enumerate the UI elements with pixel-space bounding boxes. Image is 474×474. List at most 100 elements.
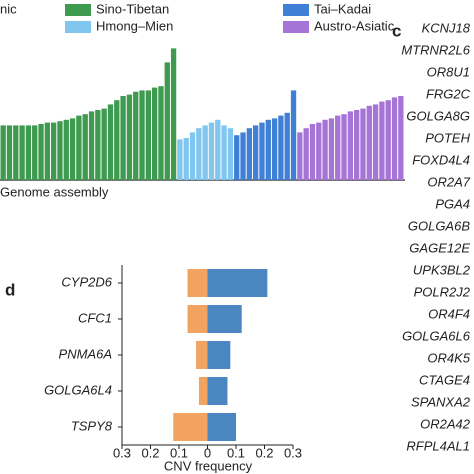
- bar: [139, 90, 145, 180]
- legend-swatch: [65, 4, 91, 16]
- bar: [297, 132, 303, 180]
- x-tick-label: 0.3: [113, 445, 131, 460]
- bar: [234, 135, 240, 180]
- gene-name: PGA4: [435, 196, 470, 211]
- legend-swatch: [283, 21, 309, 33]
- bar: [189, 132, 196, 180]
- gene-name: RFPL4AL1: [406, 438, 470, 453]
- bar: [198, 377, 208, 405]
- bar: [173, 413, 208, 441]
- bar: [101, 108, 107, 180]
- gene-name: POLR2J2: [414, 284, 471, 299]
- x-axis-label: CNV frequency: [164, 458, 253, 473]
- bar: [366, 105, 372, 180]
- gene-name: OR4K5: [427, 350, 470, 365]
- gene-name: GOLGA6B: [408, 218, 470, 233]
- panel-label: c: [392, 21, 401, 40]
- gene-name: FRG2C: [426, 86, 471, 101]
- bar: [284, 112, 290, 180]
- bar: [196, 341, 208, 369]
- x-tick-label: 0: [204, 445, 211, 460]
- bar: [32, 125, 38, 180]
- category-label: GOLGA6L4: [44, 382, 112, 397]
- legend-label: Sino-Tibetan: [96, 1, 169, 16]
- gene-name: KCNJ18: [422, 20, 471, 35]
- gene-name: OR2A7: [427, 174, 470, 189]
- bar: [196, 128, 202, 180]
- bar: [88, 111, 95, 180]
- gene-name: UPK3BL2: [413, 262, 471, 277]
- bar: [126, 94, 133, 180]
- bar: [259, 122, 265, 180]
- bar: [13, 125, 19, 180]
- legend-label: Tai–Kadai: [314, 1, 371, 16]
- gene-name: SPANXA2: [411, 394, 471, 409]
- bar: [354, 110, 360, 180]
- x-axis-label: Genome assembly: [0, 184, 109, 199]
- gene-name: FOXD4L4: [412, 152, 470, 167]
- bar: [114, 100, 120, 180]
- category-label: CYP2D6: [61, 274, 112, 289]
- legend-swatch: [65, 21, 91, 33]
- bar: [0, 125, 6, 180]
- bar: [107, 104, 114, 180]
- bar: [341, 114, 347, 180]
- bar: [246, 128, 252, 180]
- bar: [38, 124, 44, 180]
- bar: [221, 125, 227, 180]
- category-label: TSPY8: [71, 418, 113, 433]
- bar: [170, 48, 177, 181]
- bar: [145, 90, 151, 180]
- bar: [316, 122, 322, 180]
- x-tick-label: 0.3: [284, 445, 302, 460]
- bar: [271, 118, 278, 180]
- legend-partial: nic: [0, 1, 17, 16]
- bar: [120, 96, 126, 180]
- bar: [207, 413, 236, 441]
- bar: [240, 132, 246, 180]
- bar: [207, 377, 228, 405]
- bar: [57, 121, 63, 180]
- bar: [177, 139, 183, 180]
- legend-swatch: [283, 4, 309, 16]
- bar: [164, 62, 170, 180]
- bar: [265, 119, 271, 180]
- bar: [208, 122, 215, 180]
- bar: [207, 341, 231, 369]
- bar: [76, 115, 82, 180]
- bar: [82, 114, 88, 180]
- gene-name: MTRNR2L6: [401, 42, 470, 57]
- bar: [152, 87, 158, 180]
- bar: [322, 119, 328, 180]
- bar: [63, 119, 69, 180]
- bar: [360, 108, 366, 180]
- bar: [6, 125, 13, 180]
- bar: [253, 125, 259, 180]
- gene-name: CTAGE4: [419, 372, 470, 387]
- bar: [379, 101, 385, 180]
- bar: [328, 118, 335, 180]
- bar: [25, 125, 32, 180]
- legend-label: Austro-Asiatic: [314, 18, 395, 33]
- gene-name: GOLGA6L6: [402, 328, 471, 343]
- bar: [202, 125, 208, 180]
- panel-label: d: [5, 280, 15, 299]
- bar: [290, 90, 297, 180]
- bar: [95, 110, 101, 180]
- x-tick-label: 0.1: [170, 445, 188, 460]
- bar: [207, 305, 242, 333]
- bar: [51, 122, 57, 180]
- bar: [309, 124, 316, 180]
- bar: [227, 128, 234, 180]
- x-tick-label: 0.1: [227, 445, 245, 460]
- gene-name: POTEH: [425, 130, 470, 145]
- x-tick-label: 0.2: [255, 445, 273, 460]
- bar: [278, 115, 284, 180]
- bar: [44, 122, 50, 180]
- bar: [187, 269, 208, 297]
- bar: [133, 91, 139, 180]
- bar: [335, 115, 341, 180]
- bar: [158, 86, 164, 180]
- bar: [19, 125, 25, 180]
